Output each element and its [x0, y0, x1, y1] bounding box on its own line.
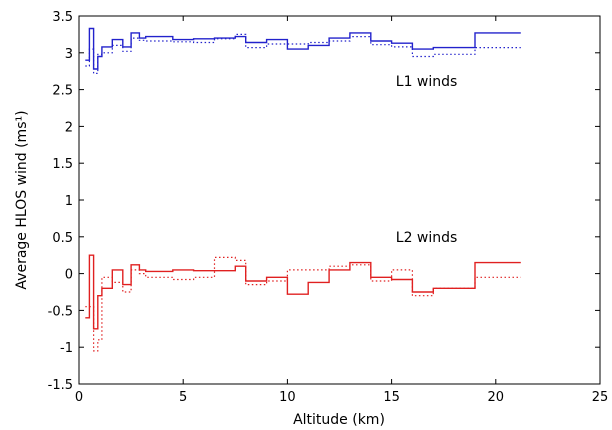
x-tick-label: 0 — [75, 390, 83, 405]
x-axis-label: Altitude (km) — [293, 412, 385, 428]
tick-labels: 0 5 10 15 20 25 -1.5 -1 -0.5 0 0.5 1 1.5 2 2.5 3 3.5 — [48, 10, 609, 405]
x-tick-label: 25 — [592, 390, 609, 405]
y-tick-label: -0.5 — [48, 304, 73, 319]
y-tick-label: 2.5 — [52, 84, 73, 99]
series-l1-solid-line — [85, 27, 521, 70]
x-tick-label: 10 — [279, 390, 296, 405]
y-tick-label: 2 — [65, 120, 73, 135]
series-layer — [85, 27, 521, 352]
y-tick-label: 0 — [65, 268, 73, 283]
annotations: L1 winds L2 winds — [396, 74, 458, 246]
series-l2-solid-line — [85, 254, 521, 330]
x-tick-label: 15 — [383, 390, 400, 405]
y-tick-label: 1.5 — [52, 157, 73, 172]
x-tick-label: 20 — [488, 390, 505, 405]
x-tick-label: 5 — [179, 390, 187, 405]
tick-marks — [78, 15, 601, 385]
y-tick-label: 0.5 — [52, 231, 73, 246]
annotation-label: L2 winds — [396, 230, 458, 246]
plot-area — [78, 15, 601, 385]
y-tick-label: -1 — [60, 341, 73, 356]
y-tick-label: 1 — [65, 194, 73, 209]
y-tick-label: 3 — [65, 47, 73, 62]
y-tick-label: -1.5 — [48, 378, 73, 393]
y-axis-label: Average HLOS wind (ms¹) — [14, 110, 30, 289]
annotation-label: L1 winds — [396, 74, 458, 90]
y-tick-label: 3.5 — [52, 10, 73, 25]
